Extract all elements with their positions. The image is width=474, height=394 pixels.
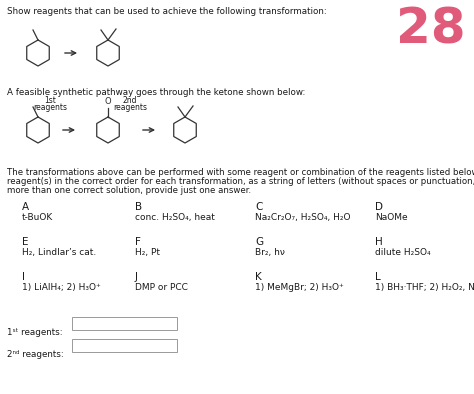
Text: A feasible synthetic pathway goes through the ketone shown below:: A feasible synthetic pathway goes throug…	[7, 88, 305, 97]
Text: more than one correct solution, provide just one answer.: more than one correct solution, provide …	[7, 186, 251, 195]
Text: G: G	[255, 237, 263, 247]
Text: B: B	[135, 202, 142, 212]
Text: Br₂, hν: Br₂, hν	[255, 248, 285, 257]
Text: C: C	[255, 202, 263, 212]
Text: Show reagents that can be used to achieve the following transformation:: Show reagents that can be used to achiev…	[7, 7, 327, 16]
Text: dilute H₂SO₄: dilute H₂SO₄	[375, 248, 430, 257]
Text: reagents: reagents	[33, 103, 67, 112]
Text: K: K	[255, 272, 262, 282]
Text: NaOMe: NaOMe	[375, 213, 408, 222]
FancyBboxPatch shape	[72, 339, 177, 352]
Text: E: E	[22, 237, 28, 247]
Text: 2ⁿᵈ reagents:: 2ⁿᵈ reagents:	[7, 350, 64, 359]
FancyBboxPatch shape	[72, 317, 177, 330]
Text: 1) LiAlH₄; 2) H₃O⁺: 1) LiAlH₄; 2) H₃O⁺	[22, 283, 101, 292]
Text: 1) MeMgBr; 2) H₃O⁺: 1) MeMgBr; 2) H₃O⁺	[255, 283, 344, 292]
Text: The transformations above can be performed with some reagent or combination of t: The transformations above can be perform…	[7, 168, 474, 177]
Text: F: F	[135, 237, 141, 247]
Text: O: O	[105, 97, 111, 106]
Text: reagent(s) in the correct order for each transformation, as a string of letters : reagent(s) in the correct order for each…	[7, 177, 474, 186]
Text: 1ˢᵗ reagents:: 1ˢᵗ reagents:	[7, 328, 63, 337]
Text: A: A	[22, 202, 29, 212]
Text: H: H	[375, 237, 383, 247]
Text: 28: 28	[396, 5, 466, 53]
Text: 1st: 1st	[44, 96, 56, 105]
Text: I: I	[22, 272, 25, 282]
Text: DMP or PCC: DMP or PCC	[135, 283, 188, 292]
Text: H₂, Lindlar’s cat.: H₂, Lindlar’s cat.	[22, 248, 96, 257]
Text: Na₂Cr₂O₇, H₂SO₄, H₂O: Na₂Cr₂O₇, H₂SO₄, H₂O	[255, 213, 350, 222]
Text: reagents: reagents	[113, 103, 147, 112]
Text: H₂, Pt: H₂, Pt	[135, 248, 160, 257]
Text: D: D	[375, 202, 383, 212]
Text: t-BuOK: t-BuOK	[22, 213, 53, 222]
Text: 2nd: 2nd	[123, 96, 137, 105]
Text: conc. H₂SO₄, heat: conc. H₂SO₄, heat	[135, 213, 215, 222]
Text: L: L	[375, 272, 381, 282]
Text: J: J	[135, 272, 138, 282]
Text: 1) BH₃·THF; 2) H₂O₂, NaOH: 1) BH₃·THF; 2) H₂O₂, NaOH	[375, 283, 474, 292]
